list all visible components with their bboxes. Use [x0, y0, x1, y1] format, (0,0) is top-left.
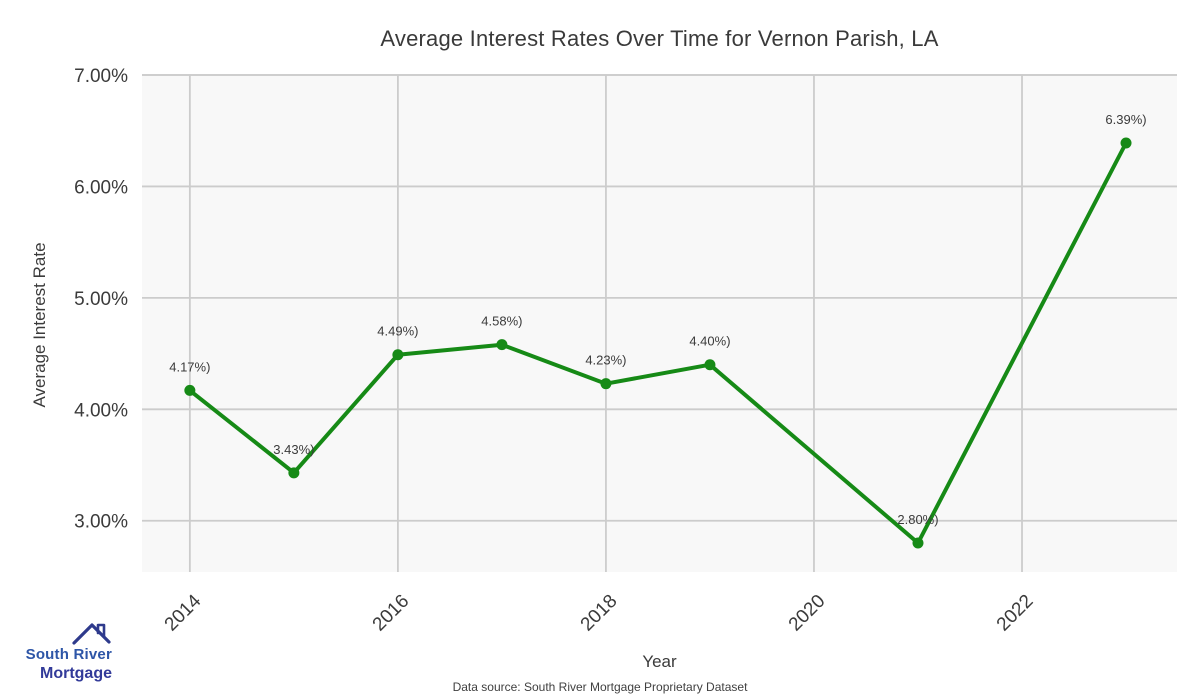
data-point-label: 3.43%) — [273, 442, 314, 457]
data-point — [496, 339, 508, 351]
interest-rate-line — [187, 141, 1128, 545]
x-tick-label: 2014 — [161, 590, 206, 635]
data-point — [704, 359, 716, 371]
plot-area-background — [142, 75, 1177, 572]
house-roof-icon — [72, 623, 111, 645]
y-tick-label: 7.00% — [74, 66, 128, 87]
data-point-label: 6.39%) — [1105, 112, 1146, 127]
data-point-label: 4.23%) — [585, 353, 626, 368]
x-tick-label: 2020 — [785, 591, 830, 636]
y-tick-label: 6.00% — [74, 177, 128, 198]
y-tick-label: 3.00% — [74, 512, 128, 533]
data-point-label: 4.49%) — [377, 324, 418, 339]
data-point-label: 4.17%) — [169, 359, 210, 374]
data-point — [184, 384, 196, 396]
y-axis-title: Average Interest Rate — [30, 242, 49, 408]
data-point-label: 2.80%) — [897, 512, 938, 527]
x-axis-title: Year — [642, 652, 677, 671]
data-point-label: 4.58%) — [481, 314, 522, 329]
data-point — [600, 378, 612, 390]
data-source-note: Data source: South River Mortgage Propri… — [452, 680, 748, 694]
data-point — [392, 349, 404, 361]
data-point — [912, 537, 924, 549]
x-tick-label: 2016 — [369, 591, 414, 636]
chart-title: Average Interest Rates Over Time for Ver… — [380, 26, 939, 51]
y-tick-label: 4.00% — [74, 400, 128, 421]
logo-text: South River Mortgage — [0, 645, 112, 683]
logo-text-south-river: South River — [25, 646, 112, 663]
x-tick-label: 2018 — [577, 591, 622, 636]
x-tick-label: 2022 — [993, 591, 1038, 636]
data-point — [1120, 137, 1132, 149]
logo-text-mortgage: Mortgage — [40, 665, 112, 682]
y-tick-label: 5.00% — [74, 289, 128, 310]
data-point — [288, 467, 300, 479]
data-point-label: 4.40%) — [689, 334, 730, 349]
logo-south-river-mortgage: South River Mortgage — [0, 614, 118, 694]
